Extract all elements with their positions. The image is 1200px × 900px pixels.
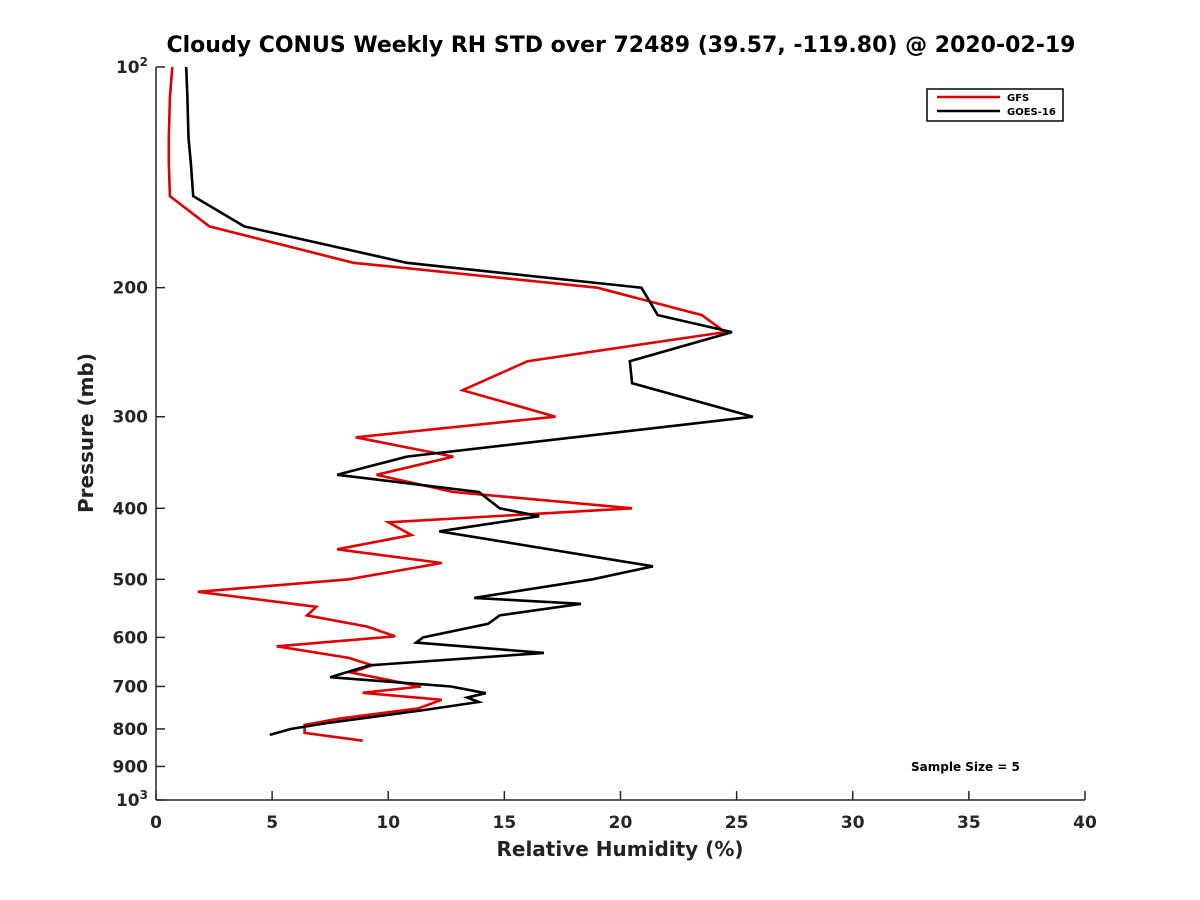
x-tick-label: 0	[150, 813, 162, 833]
y-tick-label: 500	[113, 570, 149, 590]
legend: GFS GOES-16	[926, 88, 1064, 122]
x-tick-label: 5	[266, 813, 278, 833]
x-tick-label: 25	[725, 813, 749, 833]
series-line-goes16	[184, 66, 754, 737]
y-tick-label: 102	[116, 55, 148, 78]
x-tick-label: 10	[376, 813, 400, 833]
legend-box	[926, 88, 1064, 122]
series-line-gfs	[167, 66, 729, 742]
chart-title: Cloudy CONUS Weekly RH STD over 72489 (3…	[167, 33, 1076, 58]
y-axis-label: Pressure (mb)	[74, 353, 98, 513]
y-tick-label: 900	[113, 757, 149, 777]
x-tick-label: 40	[1073, 813, 1097, 833]
legend-label-goes16: GOES-16	[1007, 107, 1056, 118]
legend-label-gfs: GFS	[1007, 93, 1029, 104]
x-tick-label: 35	[957, 813, 981, 833]
x-axis-label: Relative Humidity (%)	[496, 837, 743, 861]
x-tick-label: 15	[493, 813, 517, 833]
y-tick-label: 700	[113, 677, 149, 697]
x-tick-label: 20	[609, 813, 633, 833]
y-tick-label: 200	[113, 279, 149, 299]
y-tick-label: 800	[113, 720, 149, 740]
y-tick-label: 103	[116, 788, 148, 811]
x-tick-label: 30	[841, 813, 865, 833]
sample-size-annotation: Sample Size = 5	[911, 760, 1020, 774]
y-tick-label: 400	[113, 499, 149, 519]
plot-area	[167, 66, 754, 742]
axes: 0 5 10 15 20 25 30 35 40 102 200 300 400 500 600 700 800…	[113, 55, 1097, 833]
y-tick-label: 600	[113, 628, 149, 648]
y-tick-label: 300	[113, 408, 149, 428]
